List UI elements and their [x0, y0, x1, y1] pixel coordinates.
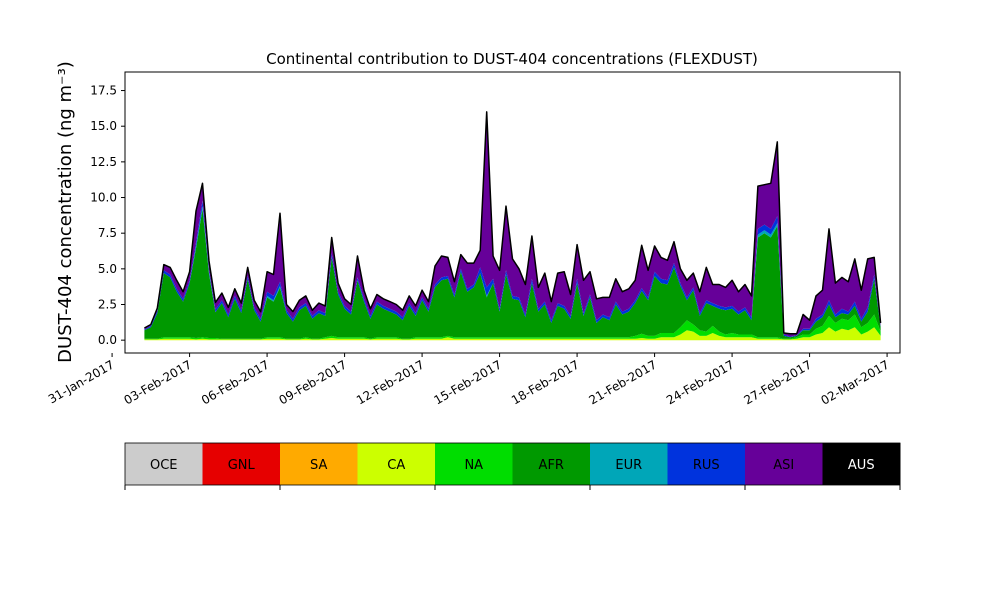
x-tick-label: 24-Feb-2017: [664, 357, 737, 407]
legend-label-ca: CA: [387, 458, 405, 473]
legend-label-asi: ASI: [773, 458, 794, 473]
y-tick-label: 2.5: [98, 298, 117, 312]
legend-swatch-sa: [280, 443, 358, 485]
y-tick-label: 15.0: [90, 119, 117, 133]
y-tick-label: 17.5: [90, 84, 117, 98]
legend-swatch-asi: [745, 443, 823, 485]
area-ca: [144, 327, 881, 341]
stacked-areas: [144, 111, 881, 341]
x-tick-label: 02-Mar-2017: [818, 357, 891, 407]
area-asi: [144, 111, 881, 337]
legend-label-gnl: GNL: [228, 458, 256, 473]
y-tick-label: 10.0: [90, 191, 117, 205]
x-axis-ticks: 31-Jan-2017 03-Feb-2017 06-Feb-2017 09-Feb-…: [46, 353, 892, 408]
x-tick-label: 27-Feb-2017: [742, 357, 815, 407]
x-tick-label: 06-Feb-2017: [199, 357, 272, 407]
y-tick-label: 12.5: [90, 155, 117, 169]
x-tick-label: 18-Feb-2017: [509, 357, 582, 407]
y-tick-label: 0.0: [98, 333, 117, 347]
x-tick-label: 21-Feb-2017: [587, 357, 660, 407]
legend-swatch-ca: [357, 443, 436, 485]
x-tick-label: 03-Feb-2017: [122, 357, 195, 407]
legend-swatch-oce: [125, 443, 203, 485]
legend-frame: [124, 442, 901, 486]
x-tick-label: 09-Feb-2017: [277, 357, 350, 407]
y-tick-label: 5.0: [98, 262, 117, 276]
legend-swatch-gnl: [202, 443, 281, 485]
colorbar-legend: OCE GNL SA CA NA AFR EUR RUS ASI AUS: [124, 442, 901, 490]
chart-title: Continental contribution to DUST-404 con…: [266, 50, 758, 68]
legend-swatch-eur: [590, 443, 668, 485]
y-axis-ticks: 0.0 2.5 5.0 7.5 10.0 12.5 15.0 17.5: [90, 84, 125, 347]
area-afr: [144, 208, 881, 339]
x-tick-label: 12-Feb-2017: [354, 357, 427, 407]
legend-label-afr: AFR: [539, 458, 564, 473]
legend-swatch-na: [435, 443, 513, 485]
legend-swatch-afr: [512, 443, 591, 485]
legend-label-sa: SA: [310, 458, 327, 473]
total-concentration-line: [144, 111, 882, 335]
area-na: [144, 314, 881, 340]
y-tick-label: 7.5: [98, 226, 117, 240]
y-axis-label: DUST-404 concentration (ng m⁻³): [55, 61, 76, 363]
legend-label-na: NA: [464, 458, 483, 473]
legend-label-oce: OCE: [150, 458, 178, 473]
legend-label-aus: AUS: [848, 458, 875, 473]
legend-label-rus: RUS: [693, 458, 720, 473]
plot-frame: [124, 71, 901, 354]
legend-swatch-aus: [822, 443, 901, 485]
total-line-group: [144, 111, 882, 335]
x-tick-label: 15-Feb-2017: [432, 357, 505, 407]
legend-label-eur: EUR: [615, 458, 642, 473]
x-tick-label: 31-Jan-2017: [46, 357, 117, 406]
legend-swatch-rus: [667, 443, 746, 485]
